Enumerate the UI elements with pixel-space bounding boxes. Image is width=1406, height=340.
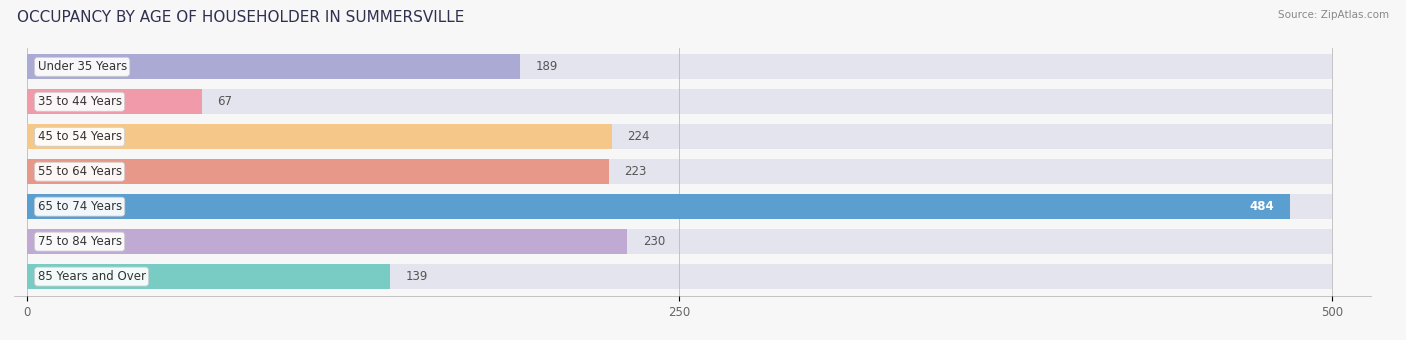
Text: 65 to 74 Years: 65 to 74 Years	[38, 200, 122, 213]
Text: 230: 230	[643, 235, 665, 248]
Bar	[27, 159, 609, 184]
Text: OCCUPANCY BY AGE OF HOUSEHOLDER IN SUMMERSVILLE: OCCUPANCY BY AGE OF HOUSEHOLDER IN SUMME…	[17, 10, 464, 25]
Text: 139: 139	[405, 270, 427, 283]
Text: 45 to 54 Years: 45 to 54 Years	[38, 130, 122, 143]
Bar	[27, 264, 1331, 289]
Bar	[27, 54, 1331, 80]
Bar	[27, 124, 612, 149]
Bar	[27, 194, 1289, 219]
Text: 85 Years and Over: 85 Years and Over	[38, 270, 146, 283]
Bar	[27, 89, 202, 114]
Bar	[27, 124, 1331, 149]
Text: 75 to 84 Years: 75 to 84 Years	[38, 235, 122, 248]
Text: 224: 224	[627, 130, 650, 143]
Text: 189: 189	[536, 60, 558, 73]
Text: Under 35 Years: Under 35 Years	[38, 60, 127, 73]
Bar	[27, 89, 1331, 114]
Bar	[27, 229, 627, 254]
Text: 67: 67	[218, 95, 232, 108]
Bar	[27, 194, 1331, 219]
Bar	[27, 229, 1331, 254]
Text: 484: 484	[1250, 200, 1274, 213]
Bar	[27, 264, 389, 289]
Bar	[27, 159, 1331, 184]
Bar	[27, 54, 520, 80]
Text: 223: 223	[624, 165, 647, 178]
Text: 55 to 64 Years: 55 to 64 Years	[38, 165, 122, 178]
Text: 35 to 44 Years: 35 to 44 Years	[38, 95, 122, 108]
Text: Source: ZipAtlas.com: Source: ZipAtlas.com	[1278, 10, 1389, 20]
